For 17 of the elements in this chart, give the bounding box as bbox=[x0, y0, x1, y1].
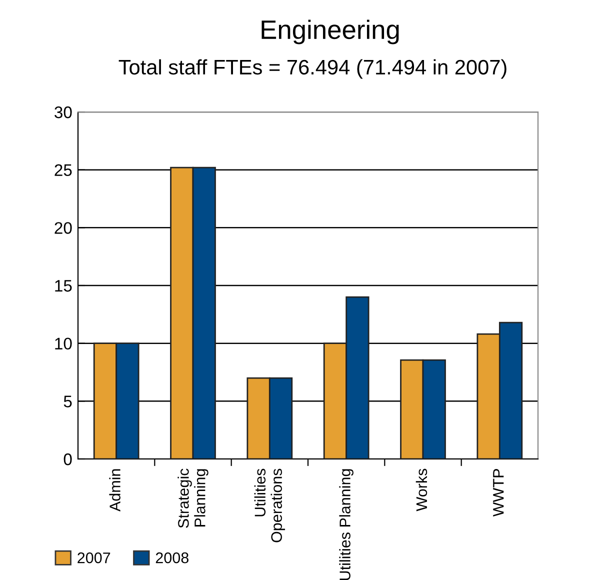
y-tick-label: 0 bbox=[64, 453, 72, 466]
legend-label: 2008 bbox=[156, 552, 188, 564]
x-tick-label: WWTP bbox=[493, 469, 504, 517]
chart-subtitle: Total staff FTEs = 76.494 (71.494 in 2007) bbox=[118, 59, 506, 79]
y-tick-label: 15 bbox=[55, 280, 72, 292]
x-tick-label: Strategic Planning bbox=[178, 468, 208, 528]
y-tick-label: 30 bbox=[54, 106, 72, 118]
x-tick-label: Admin bbox=[109, 469, 120, 512]
chart-title: Engineering bbox=[262, 20, 399, 44]
x-tick-label: Utilities Operations bbox=[254, 468, 286, 542]
y-tick-label: 10 bbox=[55, 338, 72, 350]
y-tick-label: 5 bbox=[64, 396, 72, 408]
y-tick-label: 25 bbox=[54, 164, 72, 176]
x-tick-label: Utilities Planning bbox=[339, 469, 354, 580]
y-tick-label: 20 bbox=[54, 222, 72, 234]
x-tick-label: Works bbox=[416, 468, 428, 512]
legend-label: 2007 bbox=[78, 552, 110, 564]
